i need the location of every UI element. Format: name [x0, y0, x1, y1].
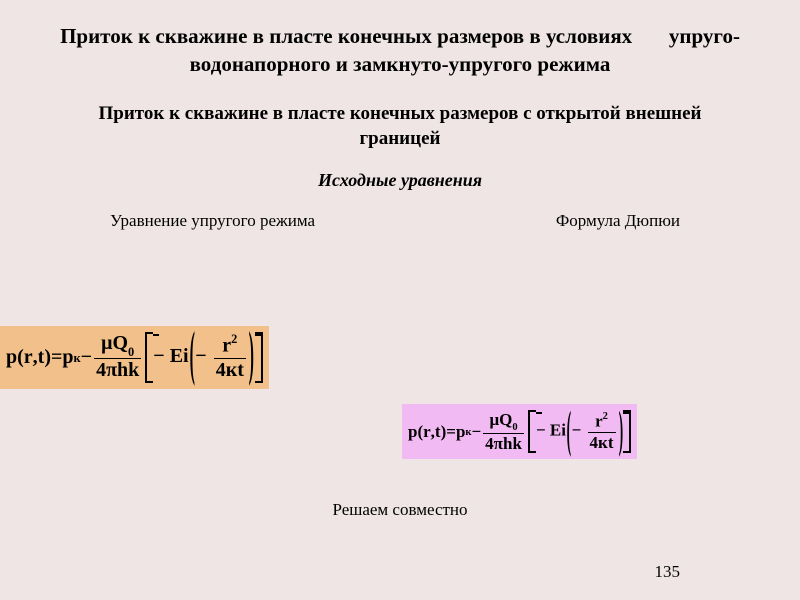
slide-subtitle: Приток к скважине в пласте конечных разм…	[0, 79, 800, 152]
equation-dupuis: p(r,t) = pк − μQ04πhk− Ei(− r24кt)	[402, 404, 637, 459]
solve-jointly-text: Решаем совместно	[0, 500, 800, 520]
section-label: Исходные уравнения	[0, 152, 800, 191]
equation-labels-row: Уравнение упругого режима Формула Дюпюи	[0, 191, 800, 231]
page-number: 135	[655, 562, 681, 582]
left-equation-label: Уравнение упругого режима	[110, 211, 315, 231]
slide-title: Приток к скважине в пласте конечных разм…	[0, 0, 800, 79]
equation-elastic-regime: p(r,t) = pк − μQ04πhk− Ei(− r24кt)	[0, 326, 269, 389]
right-equation-label: Формула Дюпюи	[556, 211, 680, 231]
